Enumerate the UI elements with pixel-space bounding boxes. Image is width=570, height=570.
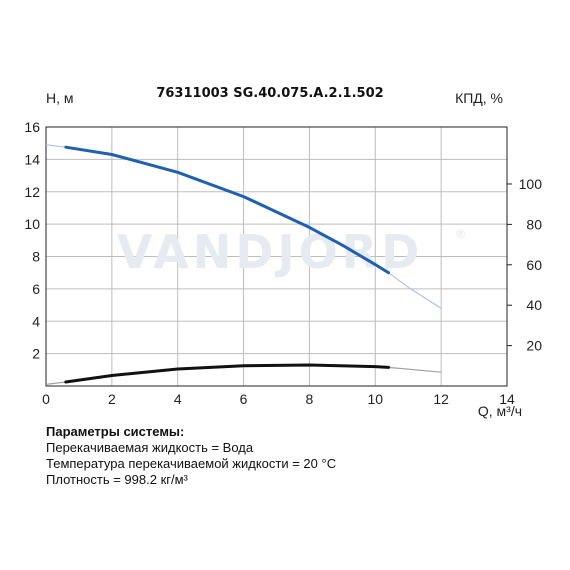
- y2-tick-label: 60: [526, 257, 542, 273]
- plot-area-border: [45, 126, 508, 387]
- y-axis-ticks: 2 4 6 8 10 12 14 16: [24, 119, 40, 362]
- y-tick-label: 4: [32, 313, 40, 329]
- param-temperature: Температура перекачиваемой жидкости = 20…: [46, 456, 337, 471]
- param-liquid: Перекачиваемая жидкость = Вода: [46, 440, 254, 455]
- efficiency-curve-extension-left: [45, 381, 66, 385]
- head-curve-extension-right: [388, 272, 442, 309]
- y2-tick-label: 40: [526, 297, 542, 313]
- x-tick-label: 14: [499, 391, 515, 407]
- y-axis-label: H, м: [46, 90, 74, 106]
- x-tick-label: 10: [367, 391, 383, 407]
- x-tick-label: 2: [108, 391, 116, 407]
- x-tick-label: 12: [433, 391, 449, 407]
- y2-axis-label: КПД, %: [455, 90, 503, 106]
- head-curve-extension-left: [45, 144, 66, 148]
- y-tick-label: 6: [32, 281, 40, 297]
- y-tick-label: 12: [24, 184, 40, 200]
- chart-title: 76311003 SG.40.075.A.2.1.502: [156, 86, 383, 101]
- x-tick-label: 4: [174, 391, 182, 407]
- watermark-logo: VANDJORD ®: [117, 225, 465, 279]
- x-axis-label: Q, м³/ч: [478, 403, 522, 419]
- x-tick-label: 8: [306, 391, 314, 407]
- x-axis-ticks: 0 2 4 6 8 10 12 14: [42, 391, 515, 407]
- x-tick-label: 6: [240, 391, 248, 407]
- system-parameters-heading: Параметры системы:: [46, 424, 185, 439]
- param-density: Плотность = 998.2 кг/м³: [46, 472, 188, 487]
- efficiency-curve-extension-right: [388, 366, 442, 373]
- y-tick-label: 10: [24, 216, 40, 232]
- head-curve-line: [64, 145, 390, 275]
- efficiency-curve-line: [64, 363, 390, 384]
- y2-tick-label: 20: [526, 338, 542, 354]
- y2-axis-ticks: 20 40 60 80 100: [507, 176, 542, 354]
- y2-tick-label: 80: [526, 216, 542, 232]
- y-tick-label: 14: [24, 151, 40, 167]
- y2-tick-label: 100: [519, 176, 543, 192]
- y-tick-label: 8: [32, 249, 40, 265]
- y-tick-label: 2: [32, 346, 40, 362]
- series-layer: [45, 144, 442, 385]
- y-tick-label: 16: [24, 119, 40, 135]
- system-parameters: Параметры системы: Перекачиваемая жидкос…: [46, 424, 336, 488]
- watermark-registered-mark: ®: [456, 227, 465, 241]
- watermark-text: VANDJORD: [117, 225, 424, 279]
- x-tick-label: 0: [42, 391, 50, 407]
